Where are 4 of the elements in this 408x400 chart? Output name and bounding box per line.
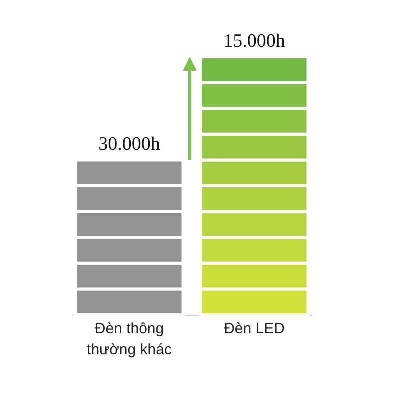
- annotation: 15.000h: [224, 31, 286, 52]
- x-tick-label: Đèn thông thường khác: [87, 320, 172, 358]
- annotation: 30.000h: [98, 134, 161, 156]
- x-tick-label: Đèn LED: [224, 320, 286, 338]
